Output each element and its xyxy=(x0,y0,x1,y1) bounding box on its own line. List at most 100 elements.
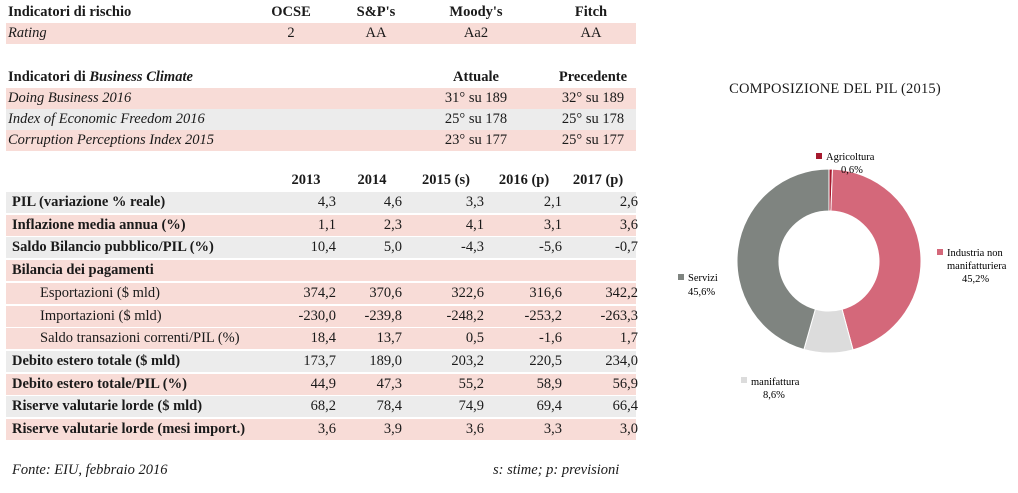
macro-row-value: 3,6 xyxy=(465,421,484,437)
macro-row-value: 44,9 xyxy=(310,375,336,392)
macro-row-value: 13,7 xyxy=(376,330,402,347)
macro-row-value: 10,4 xyxy=(310,239,336,256)
macro-row-value: 2,6 xyxy=(619,194,638,210)
macro-row-value: 4,3 xyxy=(317,194,336,210)
macro-row: Riserve valutarie lorde (mesi import.) 3,… xyxy=(6,419,638,440)
macro-row-value: 3,9 xyxy=(383,421,402,437)
macro-row-value: 3,6 xyxy=(619,216,638,233)
legend-label-servizi: Servizi xyxy=(688,273,718,284)
macro-row-value: 66,4 xyxy=(612,398,638,415)
macro-row-value: 370,6 xyxy=(369,284,402,301)
macro-row-value xyxy=(486,260,562,281)
slice-servizi xyxy=(736,168,830,351)
legend-value-industria: 45,2% xyxy=(962,274,989,285)
legend-swatch-industria xyxy=(937,249,943,255)
rating-sp: AA xyxy=(365,25,387,41)
risk-header-row: Indicatori di rischio OCSE S&P's Moody's… xyxy=(6,2,636,23)
macro-row-value xyxy=(342,260,402,281)
rating-label: Rating xyxy=(8,25,47,41)
legend-manifattura: manifattura 8,6% xyxy=(741,377,800,401)
business-row-label: Doing Business 2016 xyxy=(8,90,132,106)
macro-row-label: Importazioni ($ mld) xyxy=(40,307,162,324)
col-moodys: Moody's xyxy=(449,4,503,20)
macro-row-value: -1,6 xyxy=(539,330,562,347)
macro-row: Saldo transazioni correnti/PIL (%) 18,4 13… xyxy=(6,328,638,350)
business-row-label: Corruption Perceptions Index 2015 xyxy=(8,132,215,148)
macro-row-value: 220,5 xyxy=(529,352,562,369)
macro-row-label: Debito estero totale ($ mld) xyxy=(12,352,181,369)
macro-header-row: 2013 2014 2015 (s) 2016 (p) 2017 (p) xyxy=(6,170,636,191)
col-current: Attuale xyxy=(453,69,499,85)
macro-row-value: 18,4 xyxy=(310,330,336,347)
legend-label-manifattura: manifattura xyxy=(751,377,800,388)
macro-row-label: Inflazione media annua (%) xyxy=(12,216,186,233)
gdp-donut-chart: Agricoltura 0,6% Industria non manifattu… xyxy=(678,152,1007,401)
year-col: 2014 xyxy=(357,172,387,188)
macro-row-label: PIL (variazione % reale) xyxy=(12,194,166,210)
macro-row-value: 234,0 xyxy=(605,352,638,369)
macro-row-value: 2,3 xyxy=(383,216,402,233)
macro-row-label: Riserve valutarie lorde ($ mld) xyxy=(12,398,203,415)
legend-servizi: Servizi 45,6% xyxy=(678,273,718,298)
macro-row-value: 374,2 xyxy=(303,284,336,301)
macro-row-value: 3,3 xyxy=(543,421,562,437)
macro-row-label: Saldo Bilancio pubblico/PIL (%) xyxy=(12,239,214,256)
macro-row-value: -0,7 xyxy=(615,239,638,256)
macro-row-value: 203,2 xyxy=(451,352,484,369)
col-ocse: OCSE xyxy=(271,4,311,20)
year-col: 2013 xyxy=(291,172,321,188)
macro-row-value: 0,5 xyxy=(465,330,484,347)
macro-row-value: 4,6 xyxy=(383,194,402,210)
macro-row-value: 2,1 xyxy=(543,194,562,210)
macro-row-label: Esportazioni ($ mld) xyxy=(40,284,161,301)
macro-row: Saldo Bilancio pubblico/PIL (%) 10,4 5,0 -4… xyxy=(6,237,638,259)
year-col: 2017 (p) xyxy=(572,172,624,188)
year-col: 2015 (s) xyxy=(422,172,470,188)
risk-rating-row: Rating 2 AA Aa2 AA xyxy=(6,23,636,44)
macro-row-value: 69,4 xyxy=(536,398,562,415)
business-row: Corruption Perceptions Index 2015 23° su… xyxy=(6,130,636,151)
macro-row-value: -4,3 xyxy=(461,239,484,256)
macro-row: PIL (variazione % reale) 4,3 4,6 3,3 2,1 2,6 xyxy=(6,192,638,213)
macro-row-value: -253,2 xyxy=(524,307,562,324)
macro-row-value: 68,2 xyxy=(310,398,336,415)
macro-row-label: Debito estero totale/PIL (%) xyxy=(12,375,187,392)
macro-row-value: 342,2 xyxy=(605,284,638,301)
business-row-previous: 32° su 189 xyxy=(561,90,625,106)
macro-row: Debito estero totale ($ mld) 173,7 189,0 20… xyxy=(6,350,638,372)
macro-row-value: 3,3 xyxy=(465,194,484,210)
donut-slices xyxy=(736,168,922,354)
business-title: Indicatori di Business Climate xyxy=(8,67,193,88)
macro-row: Riserve valutarie lorde ($ mld) 68,2 78,4 7… xyxy=(6,396,638,418)
chart-title: COMPOSIZIONE DEL PIL (2015) xyxy=(729,81,941,97)
slice-industria-non-manifatturiera xyxy=(830,168,922,351)
legend-swatch-manifattura xyxy=(741,377,747,383)
macro-row-value: 3,1 xyxy=(543,216,562,233)
macro-row-value: -5,6 xyxy=(539,239,562,256)
rating-fitch: AA xyxy=(580,25,602,41)
business-header-row: Indicatori di Business Climate Attuale P… xyxy=(6,67,636,88)
col-previous: Precedente xyxy=(558,69,628,85)
macro-row-value: 316,6 xyxy=(529,284,562,301)
macro-row-value: -239,8 xyxy=(364,307,402,324)
macro-row-value: -263,3 xyxy=(600,307,638,324)
business-title-italic: Business Climate xyxy=(89,69,193,85)
business-row-label: Index of Economic Freedom 2016 xyxy=(8,111,205,127)
macro-row-value: 74,9 xyxy=(458,398,484,415)
macro-row-value: -230,0 xyxy=(298,307,336,324)
macro-row-value: 5,0 xyxy=(383,239,402,256)
legend-value-agricoltura: 0,6% xyxy=(841,165,863,176)
macro-row: Debito estero totale/PIL (%) 44,9 47,3 55,2… xyxy=(6,373,638,395)
legend-agricoltura: Agricoltura 0,6% xyxy=(816,152,875,176)
macro-row-value xyxy=(562,260,638,281)
legend-value-servizi: 45,6% xyxy=(688,287,715,298)
macro-row-value: 55,2 xyxy=(458,375,484,392)
legend-label-industria-2: manifatturiera xyxy=(947,261,1007,272)
col-fitch: Fitch xyxy=(574,4,608,20)
legend-industria: Industria non manifatturiera 45,2% xyxy=(937,248,1007,285)
macro-row-value: 189,0 xyxy=(369,352,402,369)
col-sp: S&P's xyxy=(356,4,396,20)
macro-row-value: 3,0 xyxy=(619,421,638,437)
macro-row-value: -248,2 xyxy=(446,307,484,324)
macro-row-value: 58,9 xyxy=(536,375,562,392)
